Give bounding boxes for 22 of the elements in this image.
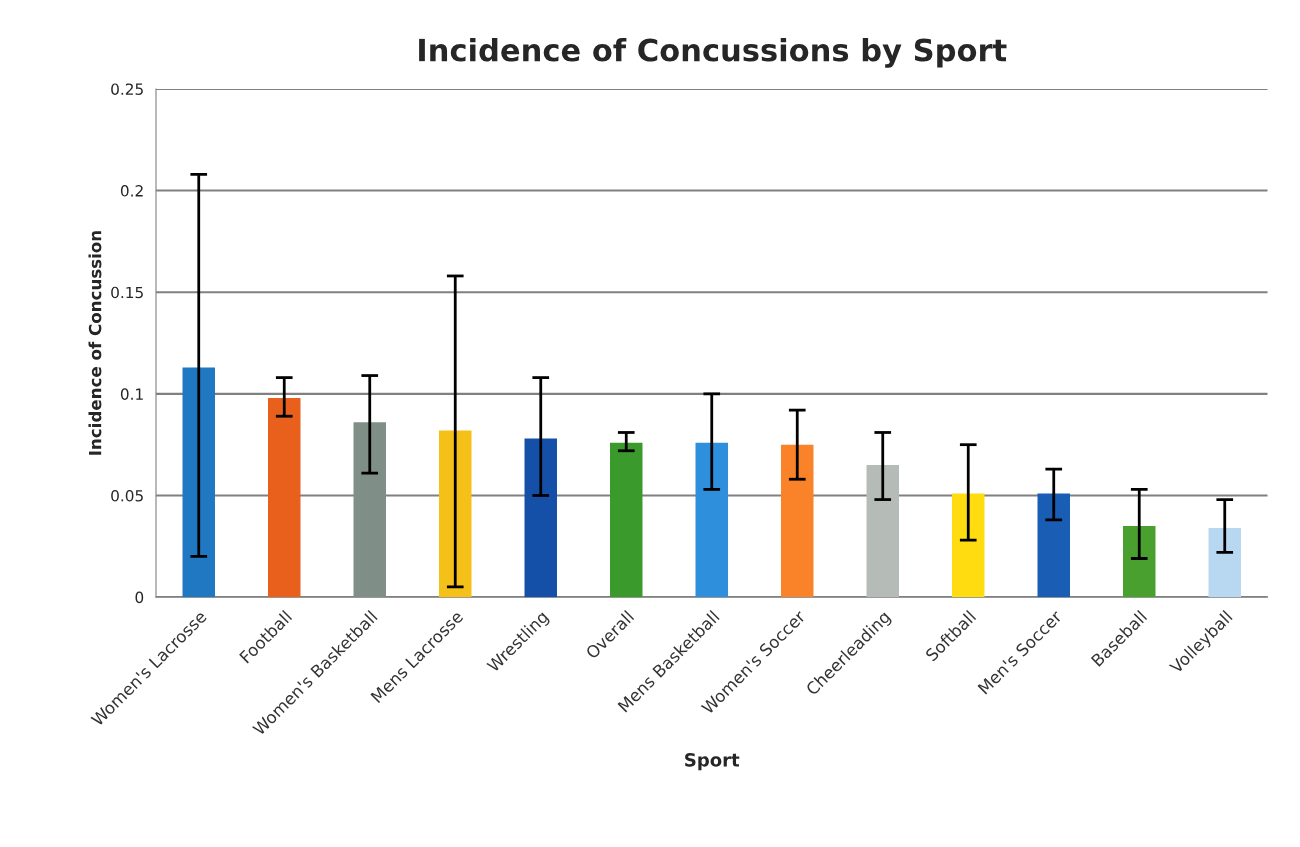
bar (1037, 493, 1070, 598)
bar (439, 430, 472, 598)
bar (781, 444, 814, 598)
bar (695, 442, 728, 598)
bar (268, 397, 301, 598)
bar (610, 442, 643, 598)
y-tick-label: 0.2 (120, 185, 143, 197)
bar (952, 493, 985, 598)
y-tick-label: 0.05 (111, 489, 143, 502)
chart-title: Incidence of Concussions by Sport (419, 37, 1007, 68)
y-tick-label: 0 (135, 591, 144, 604)
bar (1123, 525, 1156, 598)
bar (1208, 528, 1241, 598)
y-tick-label: 0.25 (111, 83, 143, 95)
bar (353, 422, 386, 598)
bar (866, 465, 899, 598)
x-axis-title: Sport (685, 753, 740, 771)
y-tick-label: 0.15 (111, 286, 143, 299)
y-tick-label: 0.1 (120, 388, 143, 400)
bar (524, 438, 557, 598)
y-axis-title: Incidence of Concussion (88, 231, 102, 455)
bar (182, 367, 215, 598)
